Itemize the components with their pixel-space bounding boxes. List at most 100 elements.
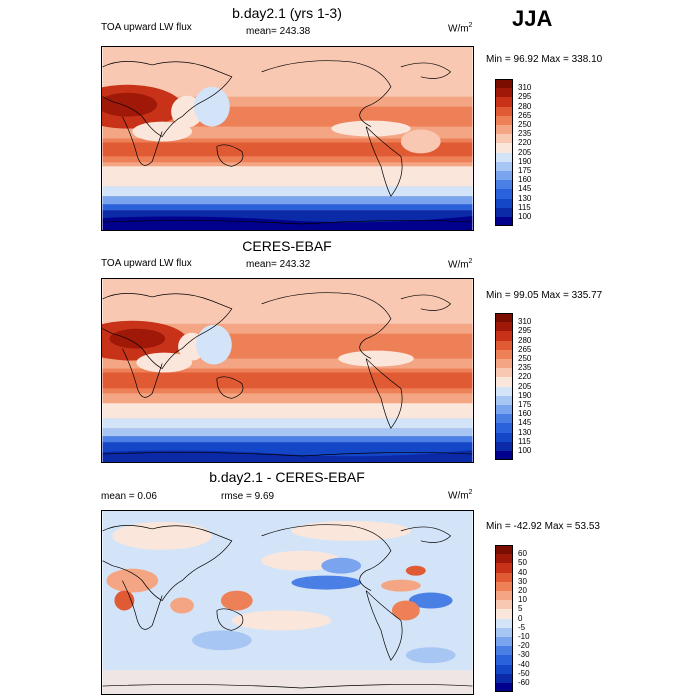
colorbar-3-label: 10 bbox=[518, 595, 527, 605]
colorbar-3-label: 60 bbox=[518, 549, 527, 559]
colorbar-2-label: 220 bbox=[518, 372, 532, 382]
colorbar-1-cell bbox=[495, 125, 513, 135]
panel-1-left-label: TOA upward LW flux bbox=[101, 22, 192, 33]
panel-1-title: b.day2.1 (yrs 1-3) bbox=[232, 5, 342, 21]
panel-2-units-sup: 2 bbox=[468, 258, 473, 265]
colorbar-3-cell bbox=[495, 637, 513, 647]
colorbar-3-cell bbox=[495, 545, 513, 555]
colorbar-3-label: 20 bbox=[518, 586, 527, 595]
colorbar-2-cell bbox=[495, 331, 513, 341]
colorbar-2-label: 265 bbox=[518, 344, 532, 354]
colorbar-3-cell bbox=[495, 618, 513, 628]
colorbar-1-label: 280 bbox=[518, 101, 532, 111]
colorbar-1-cell bbox=[495, 97, 513, 107]
colorbar-2-cell bbox=[495, 377, 513, 387]
colorbar-3-cell bbox=[495, 683, 513, 693]
colorbar-2-cell bbox=[495, 414, 513, 424]
colorbar-3-cell bbox=[495, 655, 513, 665]
panel-3-minmax: Min = -42.92 Max = 53.53 bbox=[486, 521, 600, 532]
colorbar-2-cell bbox=[495, 349, 513, 359]
colorbar-2-label: 130 bbox=[518, 427, 532, 437]
colorbar-1-label: 160 bbox=[518, 175, 532, 185]
panel-2-colorbar: 310 295 280 265 250 235 220 205 190 175 160 145 130 1… bbox=[495, 313, 555, 461]
colorbar-1-label: 100 bbox=[518, 212, 532, 221]
colorbar-2-cell bbox=[495, 395, 513, 405]
colorbar-2-label: 190 bbox=[518, 390, 532, 400]
colorbar-2-cell bbox=[495, 313, 513, 323]
colorbar-2-cell bbox=[495, 340, 513, 350]
colorbar-1-cell bbox=[495, 171, 513, 181]
colorbar-1-label: 115 bbox=[518, 202, 531, 212]
colorbar-1-cell bbox=[495, 88, 513, 98]
panel-3-map bbox=[101, 510, 474, 695]
colorbar-2-label: 235 bbox=[518, 363, 532, 373]
colorbar-3-cell bbox=[495, 600, 513, 610]
colorbar-1-cell bbox=[495, 79, 513, 89]
colorbar-1-label: 235 bbox=[518, 129, 532, 139]
colorbar-1-label: 265 bbox=[518, 110, 532, 120]
colorbar-1-label: 310 bbox=[518, 83, 532, 93]
colorbar-2-cell bbox=[495, 451, 513, 461]
colorbar-3-label: -10 bbox=[518, 632, 530, 641]
colorbar-2-cell bbox=[495, 386, 513, 396]
colorbar-3-label: 50 bbox=[518, 558, 527, 568]
colorbar-3-label: 40 bbox=[518, 567, 527, 577]
colorbar-3-cell bbox=[495, 646, 513, 656]
panel-1-map bbox=[101, 46, 474, 231]
colorbar-2-cell bbox=[495, 322, 513, 332]
colorbar-2-cell bbox=[495, 368, 513, 378]
panel-2-units: W/m2 bbox=[448, 258, 472, 270]
colorbar-1-cell bbox=[495, 217, 513, 227]
panel-2-map bbox=[101, 278, 474, 463]
panel-3-title: b.day2.1 - CERES-EBAF bbox=[209, 469, 365, 485]
panel-3-units-text: W/m bbox=[448, 490, 469, 502]
panel-3-units-sup: 2 bbox=[468, 489, 473, 496]
colorbar-2-cell bbox=[495, 432, 513, 442]
colorbar-1-label: 220 bbox=[518, 138, 532, 148]
season-label: JJA bbox=[512, 6, 553, 31]
colorbar-1-cell bbox=[495, 115, 513, 125]
colorbar-2-cell bbox=[495, 359, 513, 369]
colorbar-3-label: -40 bbox=[518, 659, 530, 669]
panel-1-units-text: W/m bbox=[448, 23, 469, 35]
panel-2-mean-label: mean= 243.32 bbox=[246, 259, 311, 270]
colorbar-3-cell bbox=[495, 554, 513, 564]
panel-3-rmse-label: rmse = 9.69 bbox=[221, 491, 275, 502]
colorbar-1-cell bbox=[495, 207, 513, 217]
panel-3-colorbar: 60 50 40 30 20 10 5 0 -5 -10 -20 -30 -40 -50 -60 bbox=[495, 545, 555, 693]
colorbar-2-label: 145 bbox=[518, 418, 532, 428]
colorbar-2-label: 250 bbox=[518, 354, 532, 363]
colorbar-1-label: 190 bbox=[518, 156, 532, 166]
colorbar-3-cell bbox=[495, 581, 513, 591]
colorbar-3-label: -5 bbox=[518, 622, 526, 632]
colorbar-2-cell bbox=[495, 441, 513, 451]
panel-2-title: CERES-EBAF bbox=[242, 238, 332, 254]
colorbar-1-label: 295 bbox=[518, 92, 532, 102]
colorbar-1-cell bbox=[495, 106, 513, 116]
panel-2-minmax: Min = 99.05 Max = 335.77 bbox=[486, 290, 603, 301]
colorbar-3-cell bbox=[495, 664, 513, 674]
colorbar-1-cell bbox=[495, 161, 513, 171]
colorbar-2-label: 280 bbox=[518, 335, 532, 345]
panel-1-mean-label: mean= 243.38 bbox=[246, 26, 311, 37]
colorbar-1-cell bbox=[495, 152, 513, 162]
colorbar-3-label: 30 bbox=[518, 576, 527, 586]
colorbar-3-label: 0 bbox=[518, 613, 523, 623]
colorbar-1-label: 250 bbox=[518, 120, 532, 129]
colorbar-2-label: 205 bbox=[518, 381, 532, 391]
panel-1-colorbar: 310 295 280 265 250 235 220 205 190 175 160 145 130 1… bbox=[495, 79, 555, 227]
panel-1-units-sup: 2 bbox=[468, 22, 473, 29]
colorbar-1-label: 130 bbox=[518, 193, 532, 203]
colorbar-2-label: 310 bbox=[518, 317, 532, 327]
colorbar-2-label: 115 bbox=[518, 436, 531, 446]
colorbar-3-label: -30 bbox=[518, 650, 530, 660]
colorbar-1-cell bbox=[495, 180, 513, 190]
colorbar-2-label: 160 bbox=[518, 409, 532, 419]
colorbar-3-label: -50 bbox=[518, 668, 530, 678]
colorbar-3-label: 5 bbox=[518, 604, 523, 614]
colorbar-2-cell bbox=[495, 405, 513, 415]
colorbar-3-cell bbox=[495, 627, 513, 637]
panel-3-mean-label: mean = 0.06 bbox=[101, 491, 157, 502]
colorbar-3-label: -60 bbox=[518, 678, 530, 687]
colorbar-1-label: 205 bbox=[518, 147, 532, 157]
